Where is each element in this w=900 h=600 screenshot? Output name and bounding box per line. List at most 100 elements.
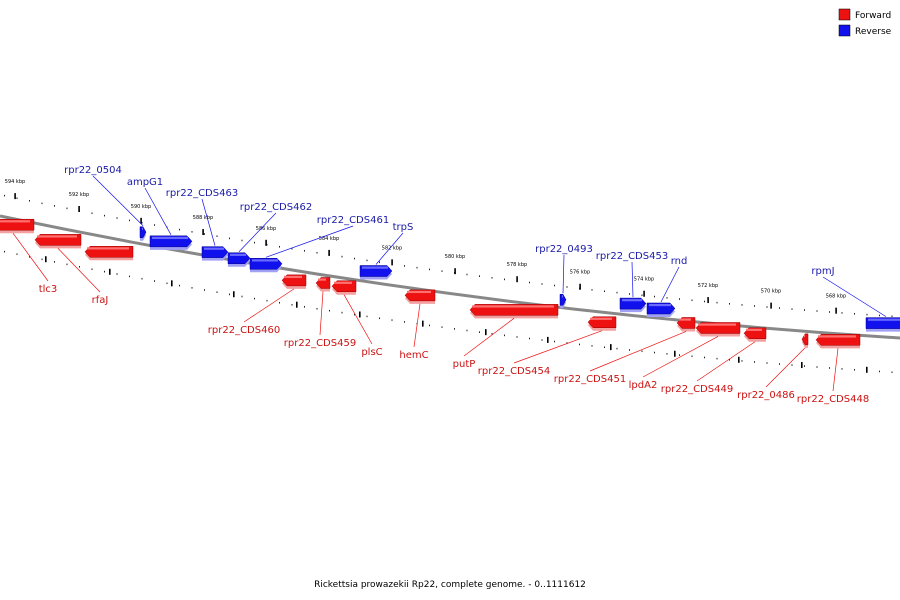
scale-dot <box>441 326 443 328</box>
gene-label[interactable]: rpr22_CDS454 <box>478 366 550 377</box>
scale-dot <box>229 237 230 240</box>
gene-putp[interactable] <box>469 304 559 319</box>
gene-plsc[interactable] <box>331 280 357 295</box>
gene-glyph-highlight <box>142 227 143 230</box>
gene-label[interactable]: rpr22_CDS459 <box>284 338 356 349</box>
gene-rpr22-cds451[interactable] <box>676 317 696 332</box>
gene-rfaj-extra[interactable] <box>84 246 134 261</box>
gene-tlc3[interactable] <box>0 218 35 234</box>
scale-dot <box>391 319 393 321</box>
gene-rpr22-0486[interactable] <box>801 333 809 348</box>
scale-dot <box>554 284 555 287</box>
gene-rfaj[interactable] <box>34 234 82 249</box>
gene-glyph-highlight <box>152 236 188 240</box>
gene-rpr22-0493[interactable] <box>559 294 567 309</box>
gene-label[interactable]: putP <box>453 359 476 370</box>
major-tick <box>610 344 612 351</box>
scale-dot <box>4 250 5 253</box>
gene-label[interactable]: rpmJ <box>811 266 834 277</box>
gene-glyph-highlight <box>362 266 388 269</box>
label-connector <box>513 330 603 364</box>
scale-dot <box>116 217 118 219</box>
gene-rpmj[interactable] <box>865 317 900 332</box>
gene-lpda2[interactable] <box>695 322 741 337</box>
gene-label[interactable]: rfaJ <box>92 295 109 306</box>
scale-dot <box>766 306 768 308</box>
legend: Forward Reverse <box>838 8 892 37</box>
scale-dot <box>891 315 893 318</box>
gene-rpr22-cds448[interactable] <box>815 334 861 349</box>
gene-label[interactable]: plsC <box>361 347 382 358</box>
scale-dot <box>16 253 18 256</box>
gene-label[interactable]: rpr22_CDS449 <box>661 384 733 395</box>
gene-label[interactable]: rpr22_0486 <box>737 390 795 401</box>
scale-dot <box>129 275 130 278</box>
gene-label[interactable]: rpr22_CDS451 <box>554 374 626 385</box>
label-connector <box>631 261 634 298</box>
gene-label[interactable]: ampG1 <box>127 177 163 188</box>
major-tick <box>140 217 142 224</box>
scale-dot <box>754 305 755 307</box>
gene-trps[interactable] <box>359 265 393 280</box>
label-connector <box>343 294 373 345</box>
scale-dot <box>604 346 605 349</box>
gene-label[interactable]: rpr22_CDS463 <box>166 188 238 199</box>
tick-label: 592 kbp <box>69 192 89 198</box>
major-tick <box>547 336 549 343</box>
scale-dot <box>266 243 268 246</box>
gene-label[interactable]: trpS <box>393 222 414 233</box>
tick-label: 570 kbp <box>761 289 781 295</box>
gene-rpr22-cds462[interactable] <box>227 252 251 267</box>
gene-label[interactable]: rpr22_CDS461 <box>317 215 389 226</box>
gene-rpr22-cds460[interactable] <box>281 274 307 289</box>
gene-label[interactable]: hemC <box>399 350 428 361</box>
gene-rpr22-cds463[interactable] <box>201 246 229 261</box>
gene-ampg1[interactable] <box>149 235 193 250</box>
scale-dot <box>529 281 530 284</box>
gene-label[interactable]: rpr22_CDS453 <box>596 251 668 262</box>
scale-dot <box>441 270 443 272</box>
gene-label[interactable]: rpr22_0504 <box>64 165 122 176</box>
gene-rpr22-cds454[interactable] <box>587 316 617 331</box>
gene-rpr22-cds453[interactable] <box>619 297 647 313</box>
tick-label: 582 kbp <box>382 245 402 251</box>
gene-rpr22-0504[interactable] <box>139 226 147 241</box>
scale-dot <box>504 278 505 281</box>
gene-label[interactable]: rpr22_0493 <box>535 244 593 255</box>
gene-rnd[interactable] <box>646 302 676 317</box>
gene-rpr22-cds449[interactable] <box>743 327 767 342</box>
scale-dot <box>554 340 555 343</box>
scale-dot <box>841 368 843 370</box>
scale-dot <box>329 309 330 312</box>
gene-glyph[interactable] <box>139 226 147 238</box>
gene-glyph[interactable] <box>559 294 567 306</box>
gene-glyph-highlight <box>746 328 762 331</box>
label-connector <box>696 341 756 382</box>
major-tick <box>265 239 267 246</box>
gene-label[interactable]: tlc3 <box>39 284 58 295</box>
scale-dot <box>29 255 30 258</box>
scale-dot <box>54 261 55 263</box>
scale-dot <box>591 345 593 347</box>
major-tick <box>202 229 204 236</box>
labels-layer: tlc3rfaJrpr22_0504ampG1rpr22_CDS463rpr22… <box>12 165 887 405</box>
gene-label[interactable]: rpr22_CDS448 <box>797 394 869 405</box>
gene-hemc[interactable] <box>404 289 436 304</box>
gene-rpr22-cds461[interactable] <box>249 258 283 273</box>
gene-glyph-highlight <box>679 318 691 321</box>
gene-label[interactable]: rpr22_CDS462 <box>240 202 312 213</box>
scale-dot <box>366 315 368 318</box>
label-connector <box>463 318 515 357</box>
legend-reverse-label: Reverse <box>855 27 892 37</box>
gene-label[interactable]: rpr22_CDS460 <box>208 325 280 336</box>
scale-dot <box>41 258 43 261</box>
gene-label[interactable]: lpdA2 <box>629 380 658 391</box>
tick-label: 586 kbp <box>256 226 276 232</box>
major-tick <box>171 280 173 287</box>
gene-rpr22-cds459[interactable] <box>315 277 331 292</box>
label-connector <box>765 347 806 388</box>
gene-glyph[interactable] <box>801 333 809 346</box>
legend-forward-swatch <box>838 8 851 21</box>
gene-label[interactable]: rnd <box>671 256 688 267</box>
